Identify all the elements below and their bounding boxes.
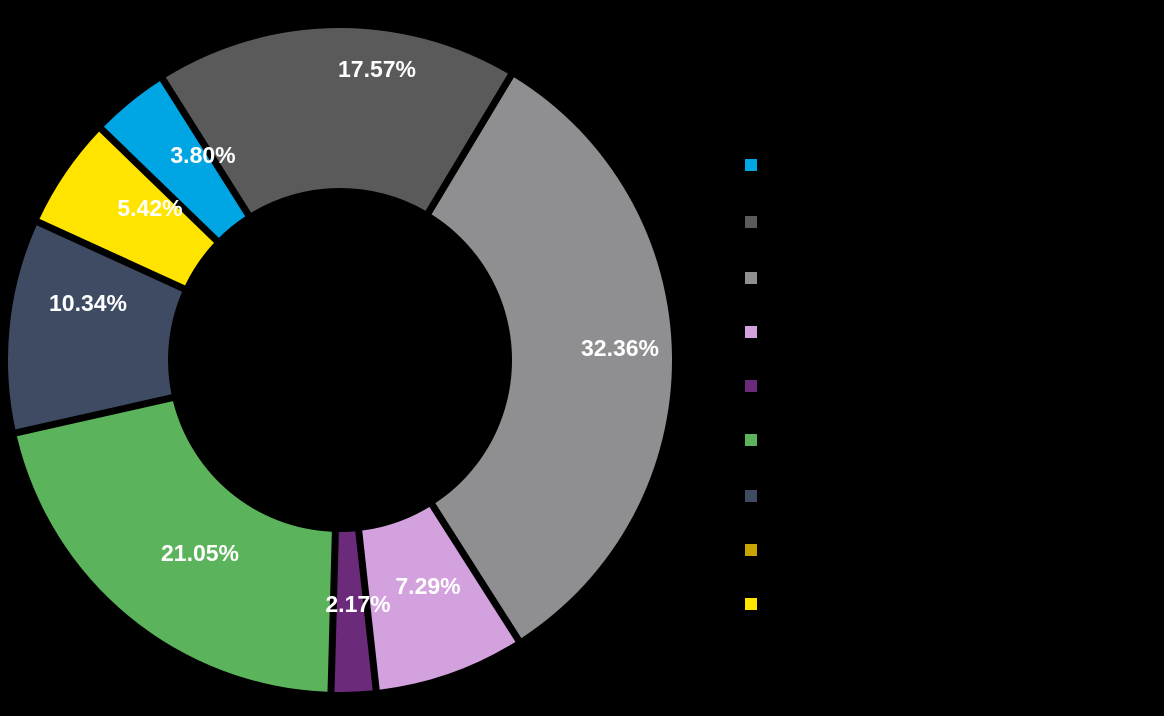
donut-slice-0 [431, 77, 672, 639]
slice-label-2: 2.17% [325, 591, 390, 617]
legend-swatch-2 [745, 272, 757, 284]
slice-label-5: 5.42% [117, 195, 182, 221]
donut-slice-4 [8, 225, 183, 430]
legend-swatch-3 [745, 326, 757, 338]
donut-slice-2 [334, 531, 373, 692]
legend-swatch-8 [745, 598, 757, 610]
legend-title [745, 96, 1155, 136]
donut-slice-6 [103, 81, 246, 238]
legend-item-6 [745, 485, 1155, 502]
legend-swatch-5 [745, 434, 757, 446]
legend-swatch-4 [745, 380, 757, 392]
donut-slice-3 [16, 401, 332, 692]
legend-swatch-0 [745, 159, 757, 171]
legend-item-4 [745, 375, 1155, 392]
legend-item-8 [745, 593, 1155, 610]
slice-label-4: 10.34% [49, 290, 127, 316]
chart-legend [745, 96, 1155, 610]
legend-item-2 [745, 267, 1155, 284]
legend-item-7 [745, 539, 1155, 556]
legend-item-1 [745, 211, 1155, 228]
donut-slices [8, 28, 672, 692]
donut-slice-1 [362, 506, 516, 690]
donut-slice-7 [165, 28, 508, 213]
slice-label-6: 3.80% [170, 142, 235, 168]
slice-label-1: 7.29% [395, 573, 460, 599]
legend-item-5 [745, 429, 1155, 446]
legend-item-3 [745, 321, 1155, 338]
donut-slice-5 [39, 131, 215, 286]
legend-swatch-1 [745, 216, 757, 228]
legend-swatch-6 [745, 490, 757, 502]
slice-label-7: 17.57% [338, 56, 416, 82]
slice-label-3: 21.05% [161, 540, 239, 566]
legend-swatch-7 [745, 544, 757, 556]
slice-label-0: 32.36% [581, 335, 659, 361]
slice-labels: 32.36% 7.29% 2.17% 21.05% 10.34% 5.42% 3… [49, 56, 659, 617]
legend-item-0 [745, 154, 1155, 171]
